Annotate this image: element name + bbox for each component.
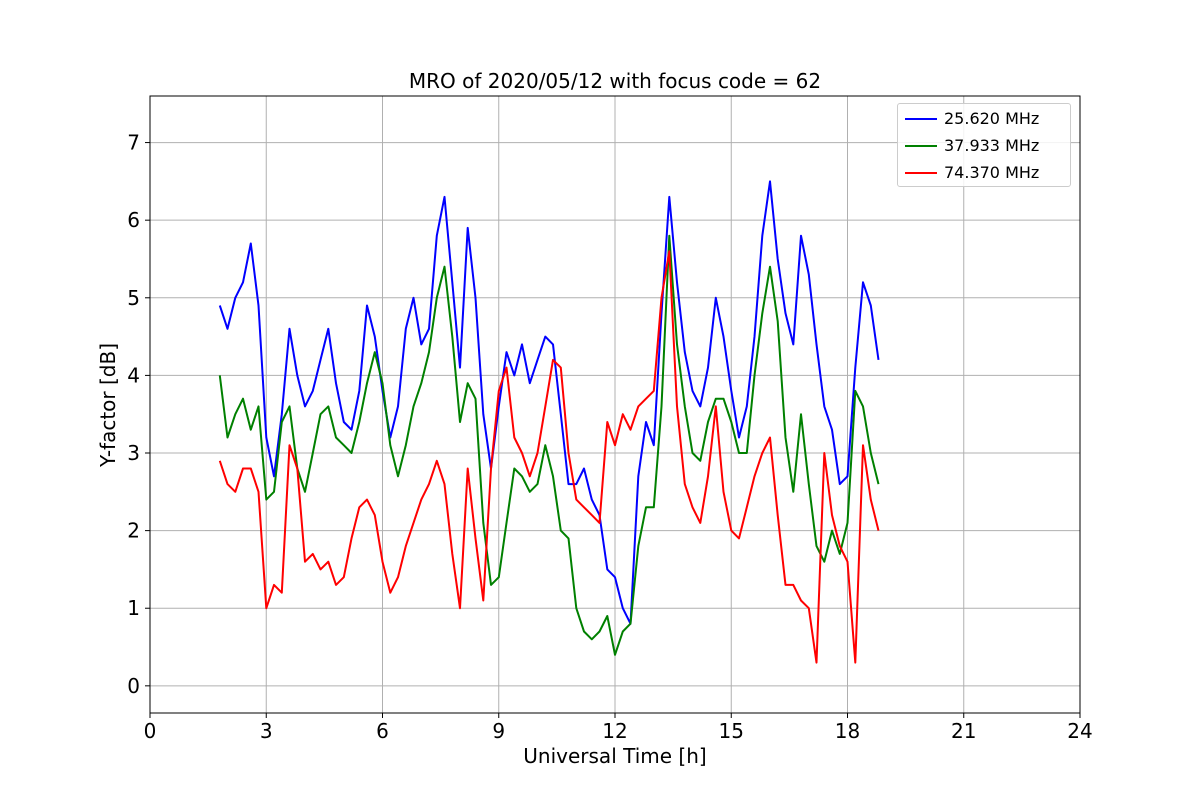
x-tick-label: 3 (260, 719, 273, 743)
x-tick-label: 12 (602, 719, 627, 743)
x-tick-label: 24 (1067, 719, 1092, 743)
legend-label: 25.620 MHz (944, 109, 1040, 128)
x-tick-label: 0 (144, 719, 157, 743)
legend-entry: 74.370 MHz (898, 160, 1070, 186)
chart-title: MRO of 2020/05/12 with focus code = 62 (409, 69, 821, 93)
legend-swatch-blue (905, 118, 937, 120)
legend-label: 74.370 MHz (944, 163, 1040, 182)
x-tick-label: 15 (719, 719, 744, 743)
y-axis: 0 1 2 3 4 5 6 7 (127, 131, 150, 698)
x-tick-label: 18 (835, 719, 860, 743)
x-axis-label: Universal Time [h] (523, 744, 706, 768)
y-axis-label: Y-factor [dB] (96, 343, 120, 468)
y-tick-label: 7 (127, 131, 140, 155)
x-tick-label: 21 (951, 719, 976, 743)
x-axis: 0 3 6 9 12 15 18 21 24 (144, 713, 1093, 743)
legend-swatch-green (905, 145, 937, 147)
y-tick-label: 5 (127, 286, 140, 310)
legend-swatch-red (905, 172, 937, 174)
y-tick-label: 6 (127, 208, 140, 232)
y-tick-label: 3 (127, 441, 140, 465)
y-tick-label: 2 (127, 519, 140, 543)
series-line-1 (218, 180, 880, 625)
series-line-3 (218, 250, 880, 664)
legend: 25.620 MHz 37.933 MHz 74.370 MHz (897, 103, 1071, 187)
grid-lines (149, 96, 1081, 713)
series-line-2 (218, 234, 880, 656)
y-tick-label: 1 (127, 596, 140, 620)
x-tick-label: 6 (376, 719, 389, 743)
y-tick-label: 0 (127, 674, 140, 698)
legend-entry: 25.620 MHz (898, 106, 1070, 132)
legend-label: 37.933 MHz (944, 136, 1040, 155)
series-layer (218, 180, 880, 664)
y-tick-label: 4 (127, 363, 140, 387)
legend-entry: 37.933 MHz (898, 133, 1070, 159)
x-tick-label: 9 (492, 719, 505, 743)
